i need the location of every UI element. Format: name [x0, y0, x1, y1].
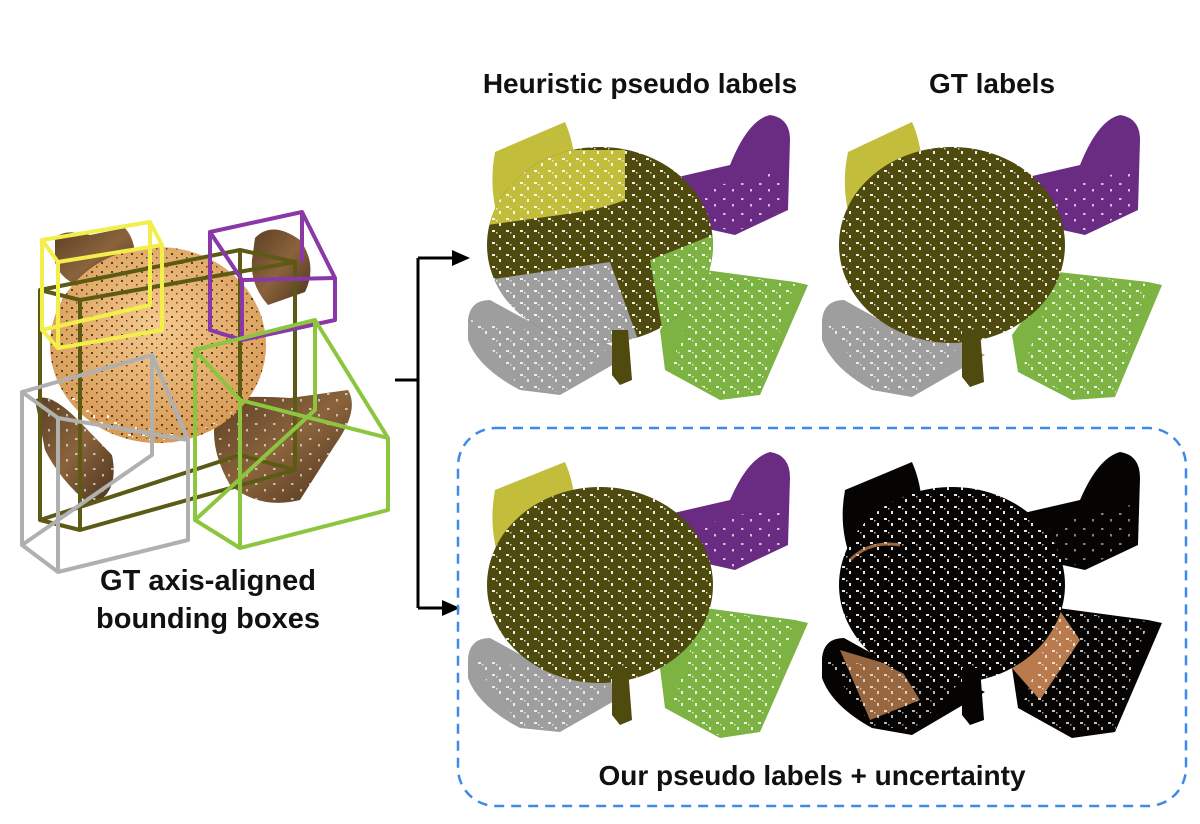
table-leg-uncertainty [962, 668, 984, 725]
gt-labels-panel [822, 115, 1162, 400]
ours-caption: Our pseudo labels + uncertainty [598, 760, 1026, 791]
gt-box-chair-gray [20, 353, 190, 574]
heuristic-pseudo-labels-panel [468, 115, 808, 400]
gt-box-chair-green [193, 318, 390, 550]
branch-arrows [395, 256, 455, 610]
ours-dashed-container [456, 426, 1188, 808]
our-pseudo-labels-panel [468, 452, 808, 738]
table-leg [962, 330, 984, 387]
gt-box-chair-purple [208, 210, 337, 342]
gt-boxes-caption-line1: GT axis-aligned [100, 565, 316, 597]
table-leg [612, 668, 632, 725]
gt-labels-title: GT labels [929, 68, 1055, 99]
table-leg [612, 330, 632, 385]
arrow-head-top [452, 250, 470, 266]
gt-box-chair-yellow [40, 220, 164, 350]
gt-boxes-caption-line2: bounding boxes [96, 603, 320, 635]
arrow-head-bottom [442, 600, 460, 616]
uncertainty-panel [822, 452, 1162, 738]
raw-point-cloud-with-boxes [20, 210, 390, 574]
heuristic-labels-title: Heuristic pseudo labels [483, 68, 797, 99]
